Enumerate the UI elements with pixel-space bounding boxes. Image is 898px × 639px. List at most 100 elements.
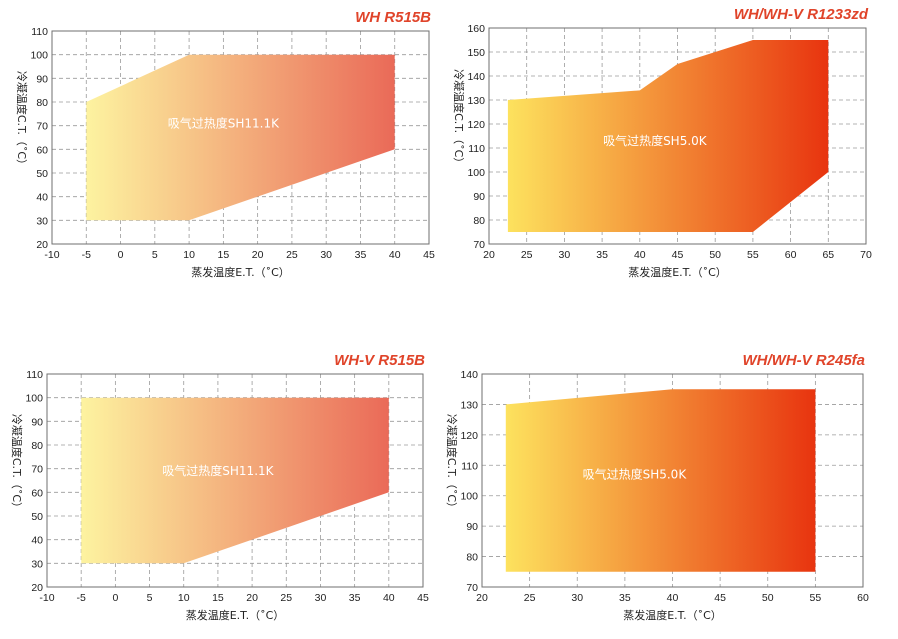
x-tick-label: 10 [178, 592, 190, 604]
x-tick-label: 5 [152, 249, 158, 261]
y-axis-label: 冷凝温度C.T.（˚C） [445, 414, 459, 513]
region-label: 吸气过热度SH11.1K [162, 463, 274, 478]
y-tick-label: 140 [460, 369, 478, 381]
envelope-area [86, 54, 395, 221]
y-tick-label: 90 [36, 73, 48, 85]
x-tick-label: 45 [714, 592, 726, 604]
y-tick-label: 110 [31, 26, 48, 38]
x-tick-label: 30 [571, 592, 583, 604]
y-tick-label: 140 [467, 71, 485, 83]
y-tick-label: 110 [468, 143, 485, 155]
y-tick-label: 50 [36, 168, 48, 180]
x-tick-label: 55 [747, 249, 759, 261]
x-tick-label: 25 [524, 592, 536, 604]
y-axis-label: 冷凝温度C.T.（˚C） [10, 414, 24, 513]
x-tick-label: 45 [672, 249, 684, 261]
y-tick-label: 90 [31, 416, 43, 428]
y-tick-label: 40 [36, 192, 48, 204]
x-tick-label: 35 [355, 249, 367, 261]
x-tick-label: 45 [423, 249, 435, 261]
x-tick-label: 30 [559, 249, 571, 261]
y-tick-label: 30 [31, 558, 43, 570]
envelope-area [507, 40, 829, 232]
x-tick-label: 20 [246, 592, 258, 604]
x-tick-label: 40 [634, 249, 646, 261]
x-tick-label: 35 [596, 249, 608, 261]
x-axis-label: 蒸发温度E.T.（˚C） [186, 608, 285, 622]
x-tick-label: 5 [147, 592, 153, 604]
x-tick-label: 25 [280, 592, 292, 604]
x-tick-label: 60 [785, 249, 797, 261]
y-tick-label: 40 [31, 535, 43, 547]
region-label: 吸气过热度SH5.0K [583, 466, 688, 481]
x-tick-label: 30 [315, 592, 327, 604]
y-tick-label: 90 [466, 521, 478, 533]
chart-title: WH/WH-V R1233zd [734, 6, 869, 23]
chart-title: WH-V R515B [334, 352, 425, 369]
y-tick-label: 60 [36, 144, 48, 156]
chart-title: WH/WH-V R245fa [742, 352, 865, 369]
plot-frame [51, 30, 430, 245]
x-tick-label: 15 [212, 592, 224, 604]
y-tick-label: 110 [26, 369, 43, 381]
x-tick-label: 35 [619, 592, 631, 604]
y-tick-label: 160 [467, 23, 485, 35]
y-tick-label: 100 [25, 393, 43, 405]
x-tick-label: 20 [476, 592, 488, 604]
y-tick-label: 90 [473, 191, 485, 203]
y-axis-label: 冷凝温度C.T.（˚C） [15, 71, 29, 170]
y-tick-label: 80 [31, 440, 43, 452]
x-tick-label: 15 [218, 249, 230, 261]
x-tick-label: 10 [183, 249, 195, 261]
x-tick-label: 40 [389, 249, 401, 261]
y-tick-label: 120 [460, 430, 478, 442]
x-tick-label: 30 [320, 249, 332, 261]
x-tick-label: -5 [77, 592, 86, 604]
x-tick-label: 65 [822, 249, 834, 261]
chart-title: WH R515B [355, 9, 431, 26]
y-axis-label: 冷凝温度C.T.（˚C） [452, 69, 466, 168]
x-axis-label: 蒸发温度E.T.（˚C） [191, 265, 290, 279]
y-tick-label: 120 [467, 119, 485, 131]
x-tick-label: 70 [860, 249, 872, 261]
x-tick-label: -10 [39, 592, 54, 604]
x-tick-label: 0 [112, 592, 118, 604]
y-tick-label: 20 [36, 239, 48, 251]
y-tick-label: 50 [31, 511, 43, 523]
x-tick-label: 20 [483, 249, 495, 261]
x-tick-label: 50 [762, 592, 774, 604]
x-tick-label: -5 [82, 249, 91, 261]
region-label: 吸气过热度SH5.0K [603, 133, 708, 148]
chart-2: 20 25 30 35 40 45 50 55 60 65 70 70 80 90 100 110 120 130… [452, 6, 872, 279]
x-tick-label: 50 [709, 249, 721, 261]
region-label: 吸气过热度SH11.1K [168, 115, 280, 130]
y-tick-label: 100 [30, 50, 48, 62]
chart-3: -10 -5 0 5 10 15 20 25 30 35 40 45 20 30 40 50 60 70 80 90 1… [10, 352, 429, 622]
x-tick-label: 25 [286, 249, 298, 261]
y-tick-label: 70 [36, 121, 48, 133]
y-tick-label: 60 [31, 487, 43, 499]
y-tick-label: 110 [461, 460, 478, 472]
x-tick-label: 25 [521, 249, 533, 261]
x-tick-label: 45 [417, 592, 429, 604]
x-tick-label: -10 [44, 249, 59, 261]
y-tick-label: 70 [473, 239, 485, 251]
x-tick-label: 35 [349, 592, 361, 604]
y-tick-label: 130 [460, 399, 478, 411]
y-tick-label: 30 [36, 215, 48, 227]
plot-frame [488, 27, 867, 245]
plot-frame [481, 373, 864, 588]
y-tick-label: 80 [36, 97, 48, 109]
y-tick-label: 70 [31, 464, 43, 476]
x-tick-label: 40 [383, 592, 395, 604]
envelope-area [81, 397, 389, 564]
chart-1: -10 -5 0 5 10 15 20 25 30 35 40 45 20 30 40 50 60 70 80 90 1… [15, 9, 435, 279]
x-tick-label: 40 [667, 592, 679, 604]
y-tick-label: 100 [460, 491, 478, 503]
x-tick-label: 20 [252, 249, 264, 261]
y-tick-label: 80 [473, 215, 485, 227]
chart-4: 20 25 30 35 40 45 50 55 60 70 80 90 100 110 120 130 140 W… [445, 352, 869, 622]
x-axis-label: 蒸发温度E.T.（˚C） [628, 265, 727, 279]
